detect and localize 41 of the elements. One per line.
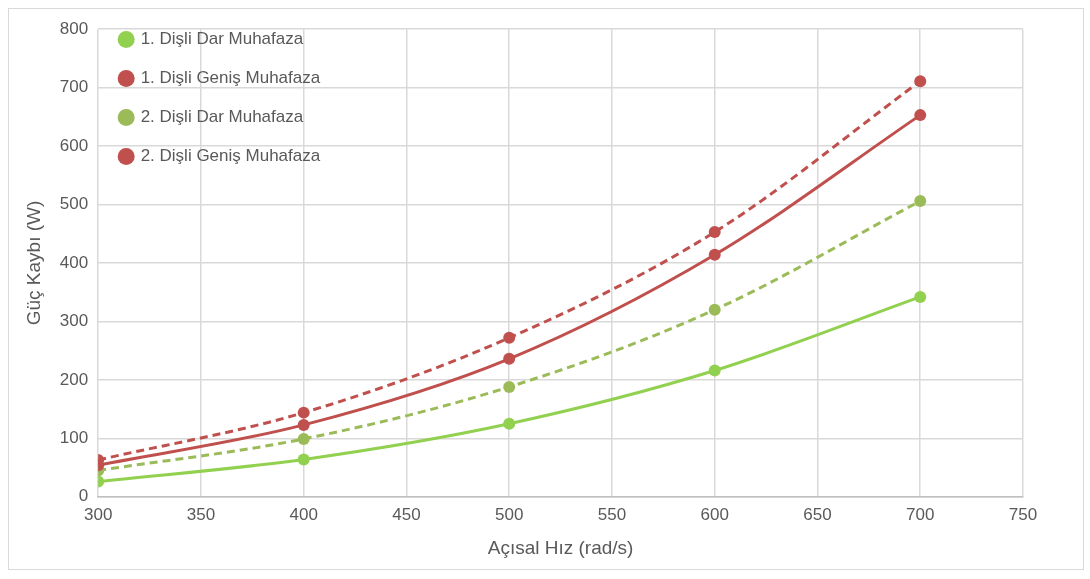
point xyxy=(297,432,310,445)
point xyxy=(503,331,516,344)
legend-label: 1. Dişli Dar Muhafaza xyxy=(140,29,304,49)
y-tick-label: 500 xyxy=(59,194,89,214)
x-axis-title: Açısal Hız (rad/s) xyxy=(487,536,634,558)
y-tick-label: 700 xyxy=(59,77,89,97)
y-tick-label: 100 xyxy=(59,428,89,448)
x-tick-label: 300 xyxy=(83,504,113,524)
legend-label: 1. Dişli Geniş Muhafaza xyxy=(140,68,321,88)
x-tick-label: 350 xyxy=(186,504,216,524)
point xyxy=(708,226,721,239)
point xyxy=(708,364,721,377)
point xyxy=(914,75,927,88)
y-tick-label: 600 xyxy=(59,135,89,155)
point xyxy=(297,418,310,431)
point xyxy=(914,290,927,303)
x-tick-label: 700 xyxy=(906,504,935,524)
y-axis-title: Güç Kaybı (W) xyxy=(22,200,44,326)
point xyxy=(297,406,310,419)
point xyxy=(708,248,721,261)
y-tick-label: 800 xyxy=(59,18,89,38)
x-tick-label: 400 xyxy=(289,504,318,524)
x-tick-label: 650 xyxy=(803,504,832,524)
x-tick-label: 550 xyxy=(597,504,627,524)
point xyxy=(297,453,310,466)
x-tick-label: 750 xyxy=(1008,504,1038,524)
point xyxy=(708,303,721,316)
point xyxy=(503,417,516,430)
point xyxy=(503,352,516,365)
point xyxy=(914,109,927,122)
x-tick-label: 500 xyxy=(495,504,524,524)
x-tick-label: 450 xyxy=(392,504,421,524)
point xyxy=(914,195,927,208)
legend-label: 2. Dişli Geniş Muhafaza xyxy=(140,146,321,166)
x-tick-label: 600 xyxy=(700,504,729,524)
y-tick-label: 400 xyxy=(59,252,89,272)
y-tick-label: 300 xyxy=(59,311,89,331)
y-tick-label: 0 xyxy=(78,486,89,506)
point xyxy=(503,380,516,393)
y-tick-label: 200 xyxy=(59,369,89,389)
legend-label: 2. Dişli Dar Muhafaza xyxy=(140,107,304,127)
